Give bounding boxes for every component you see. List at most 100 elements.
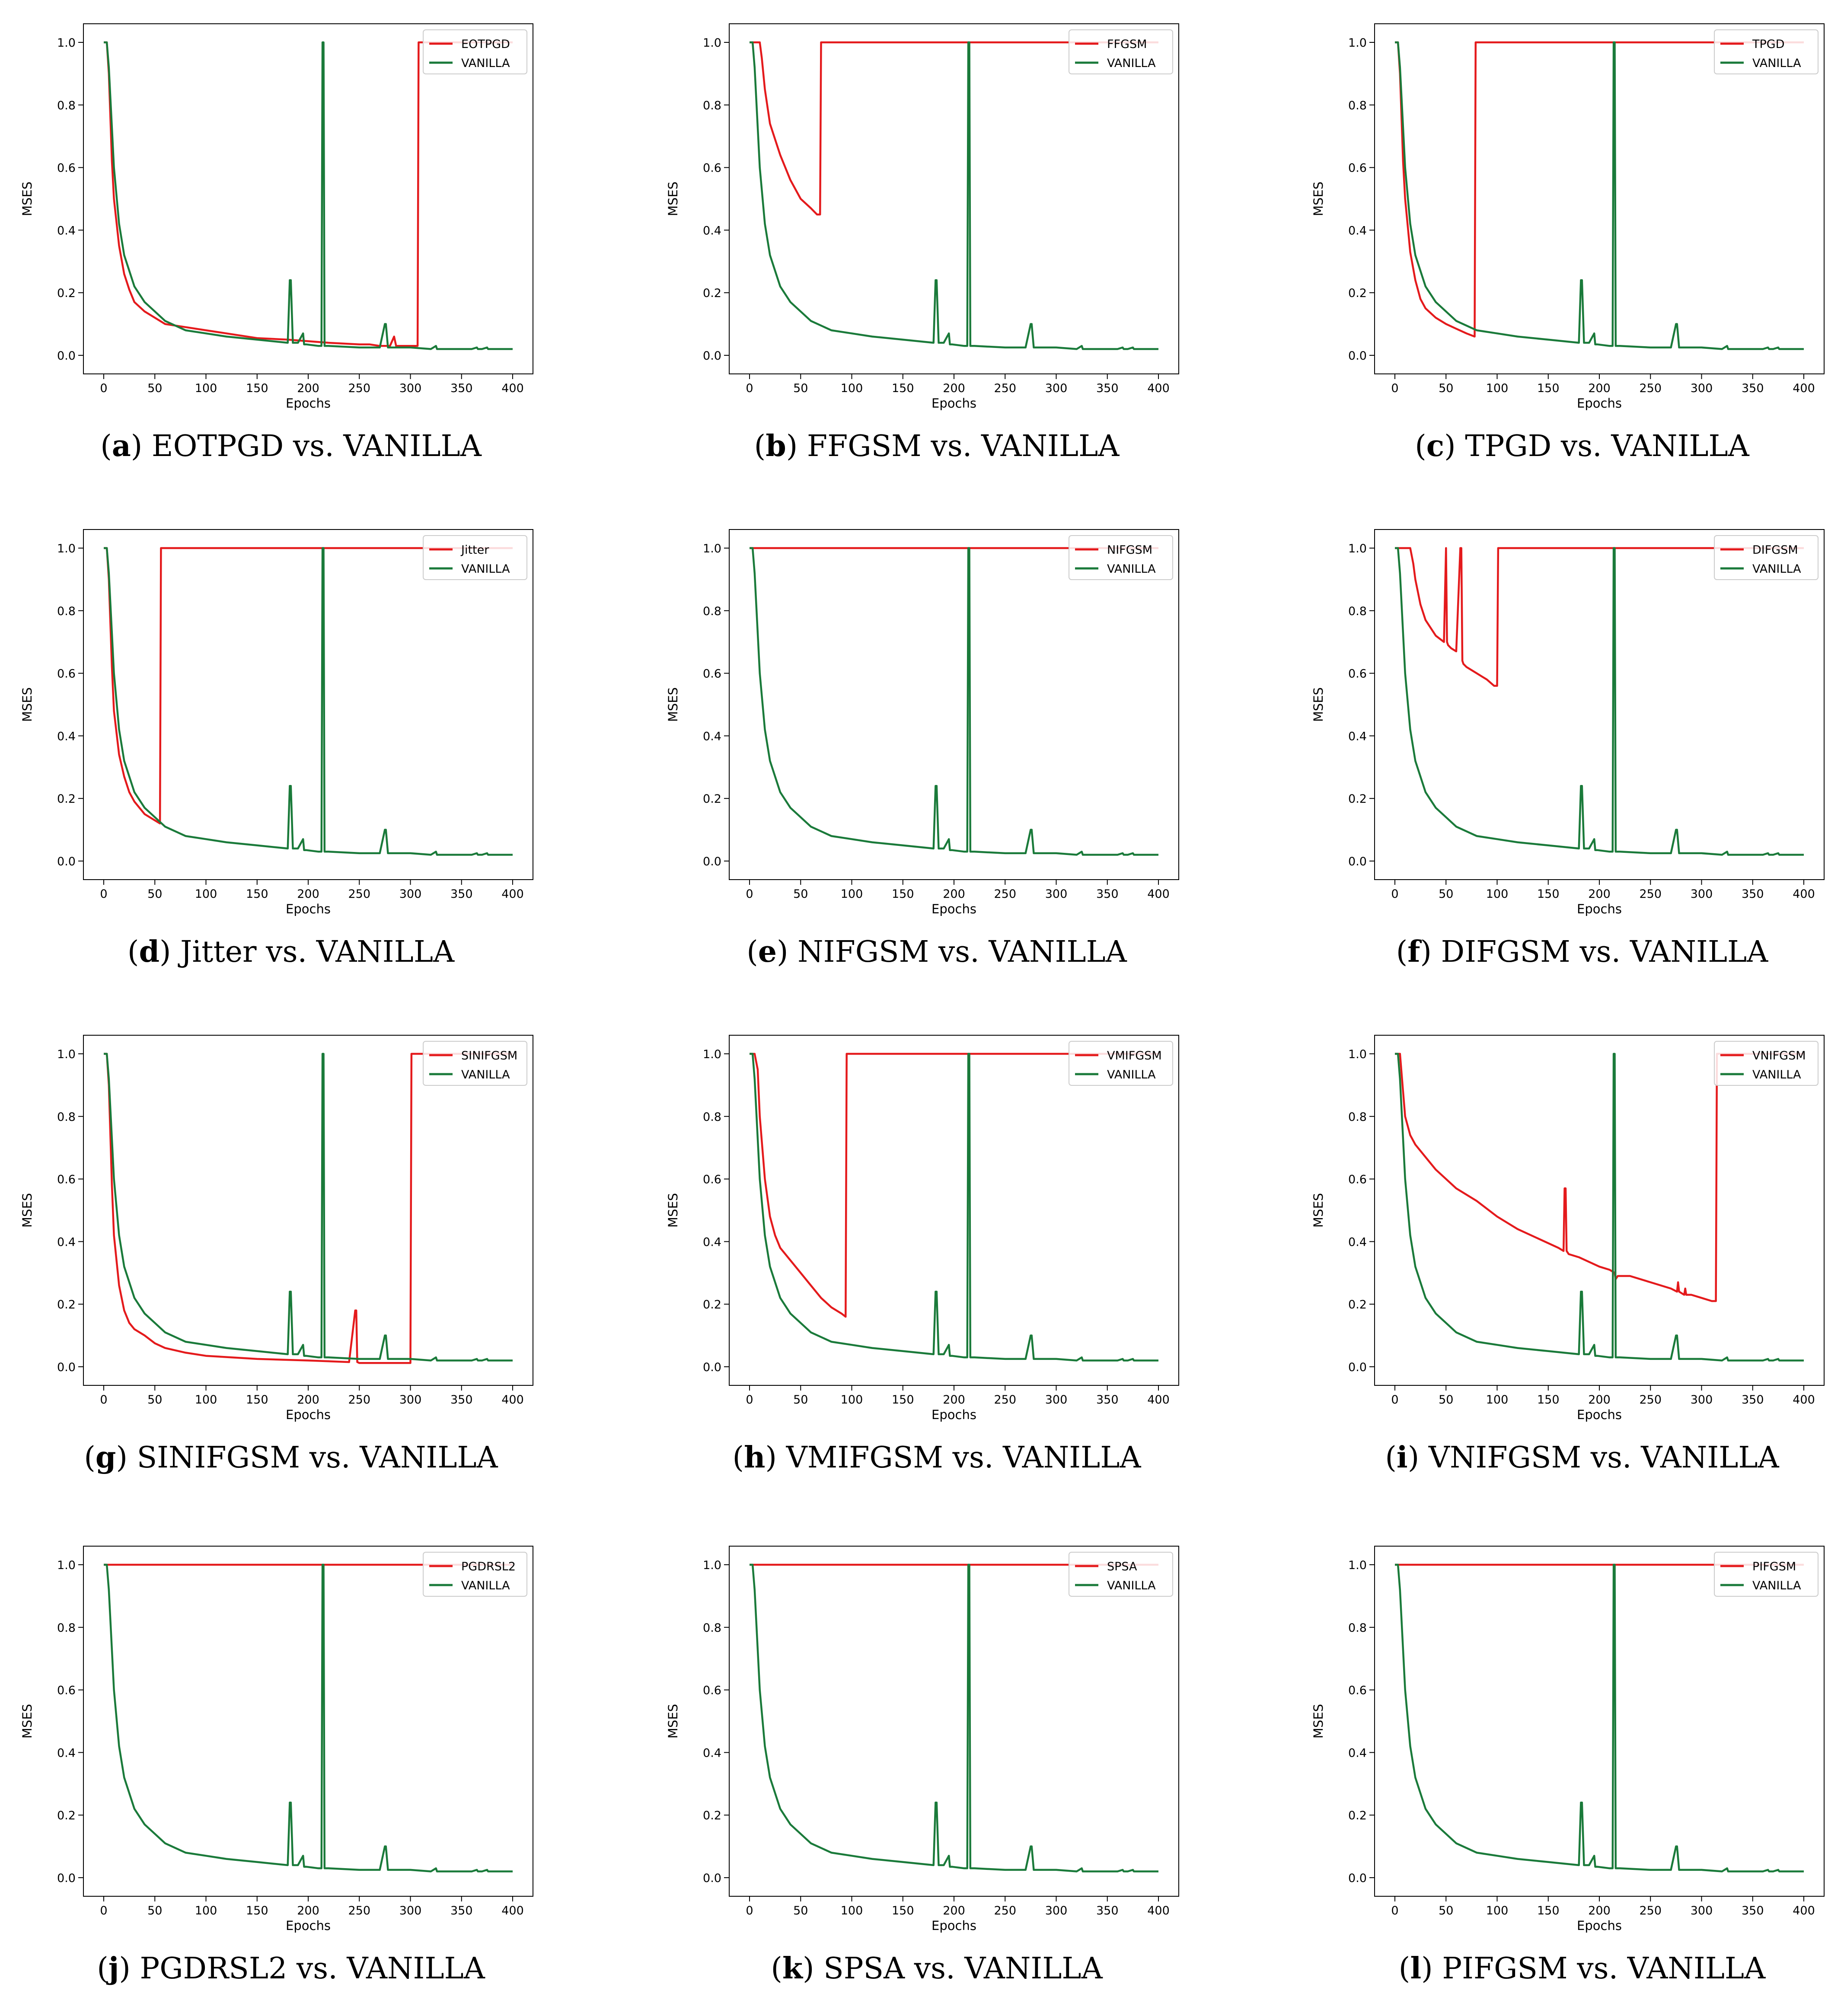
series-line-vanilla: [1395, 41, 1804, 350]
axes-frame: [729, 23, 1179, 374]
y-tick-label: 1.0: [703, 1048, 721, 1061]
y-tick-label: 0.2: [57, 792, 76, 806]
x-tick-label: 200: [297, 1393, 319, 1407]
x-tick-label: 300: [1045, 1393, 1068, 1407]
y-tick-label: 0.2: [1348, 792, 1367, 806]
legend-label: VNIFGSM: [1752, 1049, 1806, 1062]
y-tick-label: 0.0: [703, 1361, 721, 1374]
y-axis-title: MSES: [666, 182, 680, 216]
x-tick-label: 300: [1691, 887, 1713, 901]
panel-caption: (e) NIFGSM vs. VANILLA: [747, 935, 1127, 969]
y-tick-label: 0.8: [703, 1621, 721, 1635]
series-line-vanilla: [1395, 1563, 1804, 1872]
caption-letter: a: [112, 429, 131, 463]
chart-panel-f: 0 50 100 150 200 250 300 350 400 0.0 0.2 0.4 0.6 0.8 1…: [1311, 529, 1825, 969]
y-tick-label: 0.4: [57, 224, 76, 237]
x-tick-label: 400: [1793, 382, 1815, 395]
x-tick-label: 150: [1537, 887, 1560, 901]
x-tick-label: 250: [348, 887, 370, 901]
caption-letter: i: [1397, 1440, 1408, 1475]
x-tick-label: 150: [892, 1393, 914, 1407]
y-tick-label: 0.0: [57, 1361, 76, 1374]
y-tick-label: 0.4: [57, 730, 76, 743]
series-line-jitter: [104, 547, 513, 825]
panel-caption: (c) TPGD vs. VANILLA: [1415, 429, 1749, 463]
legend-label: NIFGSM: [1107, 543, 1152, 557]
legend-label: VANILLA: [461, 1068, 510, 1081]
legend-label: VANILLA: [1107, 562, 1156, 576]
caption-text: ) EOTPGD vs. VANILLA: [131, 429, 482, 463]
y-tick-label: 0.4: [57, 1235, 76, 1249]
x-axis-title: Epochs: [286, 1918, 331, 1933]
x-tick-label: 350: [450, 1393, 473, 1407]
y-tick-label: 0.6: [703, 1173, 721, 1187]
series-line-vanilla: [104, 1053, 513, 1362]
y-tick-label: 1.0: [57, 542, 76, 555]
y-tick-label: 0.6: [57, 1173, 76, 1187]
y-tick-label: 0.4: [703, 1746, 721, 1760]
legend-label: VANILLA: [1107, 57, 1156, 70]
series-line-vanilla: [104, 1563, 513, 1872]
x-tick-label: 100: [195, 382, 217, 395]
x-tick-label: 100: [841, 1904, 863, 1917]
x-tick-label: 100: [195, 1904, 217, 1917]
y-tick-label: 0.4: [57, 1746, 76, 1760]
caption-text: ) TPGD vs. VANILLA: [1444, 429, 1750, 463]
x-tick-label: 150: [246, 382, 268, 395]
caption-letter: b: [766, 429, 786, 463]
x-tick-label: 300: [1045, 887, 1068, 901]
legend-label: VANILLA: [461, 57, 510, 70]
legend-label: FFGSM: [1107, 38, 1147, 51]
x-tick-label: 50: [147, 382, 162, 395]
x-tick-label: 0: [100, 1904, 107, 1917]
series-line-eotpgd: [104, 41, 513, 347]
panel-caption: (k) SPSA vs. VANILLA: [771, 1951, 1103, 1986]
x-tick-label: 400: [501, 1393, 524, 1407]
axes-frame: [83, 23, 533, 374]
y-tick-label: 0.8: [57, 1110, 76, 1124]
caption-text: ) PIFGSM vs. VANILLA: [1421, 1952, 1766, 1986]
x-axis-title: Epochs: [932, 1918, 976, 1933]
series-line-difgsm: [1395, 547, 1804, 687]
series-line-vanilla: [1395, 1053, 1804, 1362]
x-tick-label: 400: [1793, 1904, 1815, 1917]
x-axis-title: Epochs: [286, 1407, 331, 1422]
y-tick-label: 0.4: [1348, 730, 1367, 743]
x-tick-label: 0: [1391, 382, 1398, 395]
x-axis-title: Epochs: [932, 396, 976, 411]
x-tick-label: 300: [1691, 1904, 1713, 1917]
y-tick-label: 0.0: [1348, 855, 1367, 868]
x-tick-label: 250: [994, 1904, 1016, 1917]
x-tick-label: 350: [1742, 887, 1764, 901]
x-axis-title: Epochs: [286, 902, 331, 916]
x-tick-label: 200: [1588, 382, 1611, 395]
x-tick-label: 300: [1691, 1393, 1713, 1407]
axes-frame: [729, 1035, 1179, 1386]
x-tick-label: 150: [892, 1904, 914, 1917]
series-line-vanilla: [104, 547, 513, 856]
chart-panel-a: 0 50 100 150 200 250 300 350 400 0.0 0.2 0.4 0.6 0.8 1…: [20, 23, 533, 463]
y-tick-label: 1.0: [703, 1559, 721, 1572]
axes-frame: [83, 1546, 533, 1897]
y-tick-label: 0.0: [703, 1872, 721, 1885]
y-tick-label: 0.6: [1348, 1684, 1367, 1697]
y-tick-label: 0.2: [1348, 287, 1367, 300]
x-tick-label: 150: [892, 887, 914, 901]
panel-caption: (h) VMIFGSM vs. VANILLA: [733, 1440, 1142, 1475]
x-tick-label: 400: [1793, 887, 1815, 901]
x-tick-label: 300: [399, 887, 422, 901]
legend-label: TPGD: [1752, 38, 1785, 51]
x-tick-label: 50: [1439, 1393, 1453, 1407]
caption-letter: l: [1410, 1951, 1421, 1986]
y-tick-label: 0.2: [703, 287, 721, 300]
y-tick-label: 0.6: [703, 1684, 721, 1697]
x-tick-label: 250: [1639, 382, 1662, 395]
chart-panel-l: 0 50 100 150 200 250 300 350 400 0.0 0.2 0.4 0.6 0.8 1…: [1311, 1546, 1825, 1986]
x-tick-label: 150: [246, 1904, 268, 1917]
x-axis-title: Epochs: [1577, 1407, 1622, 1422]
x-tick-label: 400: [1147, 1393, 1170, 1407]
x-tick-label: 250: [1639, 1904, 1662, 1917]
x-tick-label: 200: [297, 1904, 319, 1917]
x-tick-label: 0: [746, 1904, 753, 1917]
